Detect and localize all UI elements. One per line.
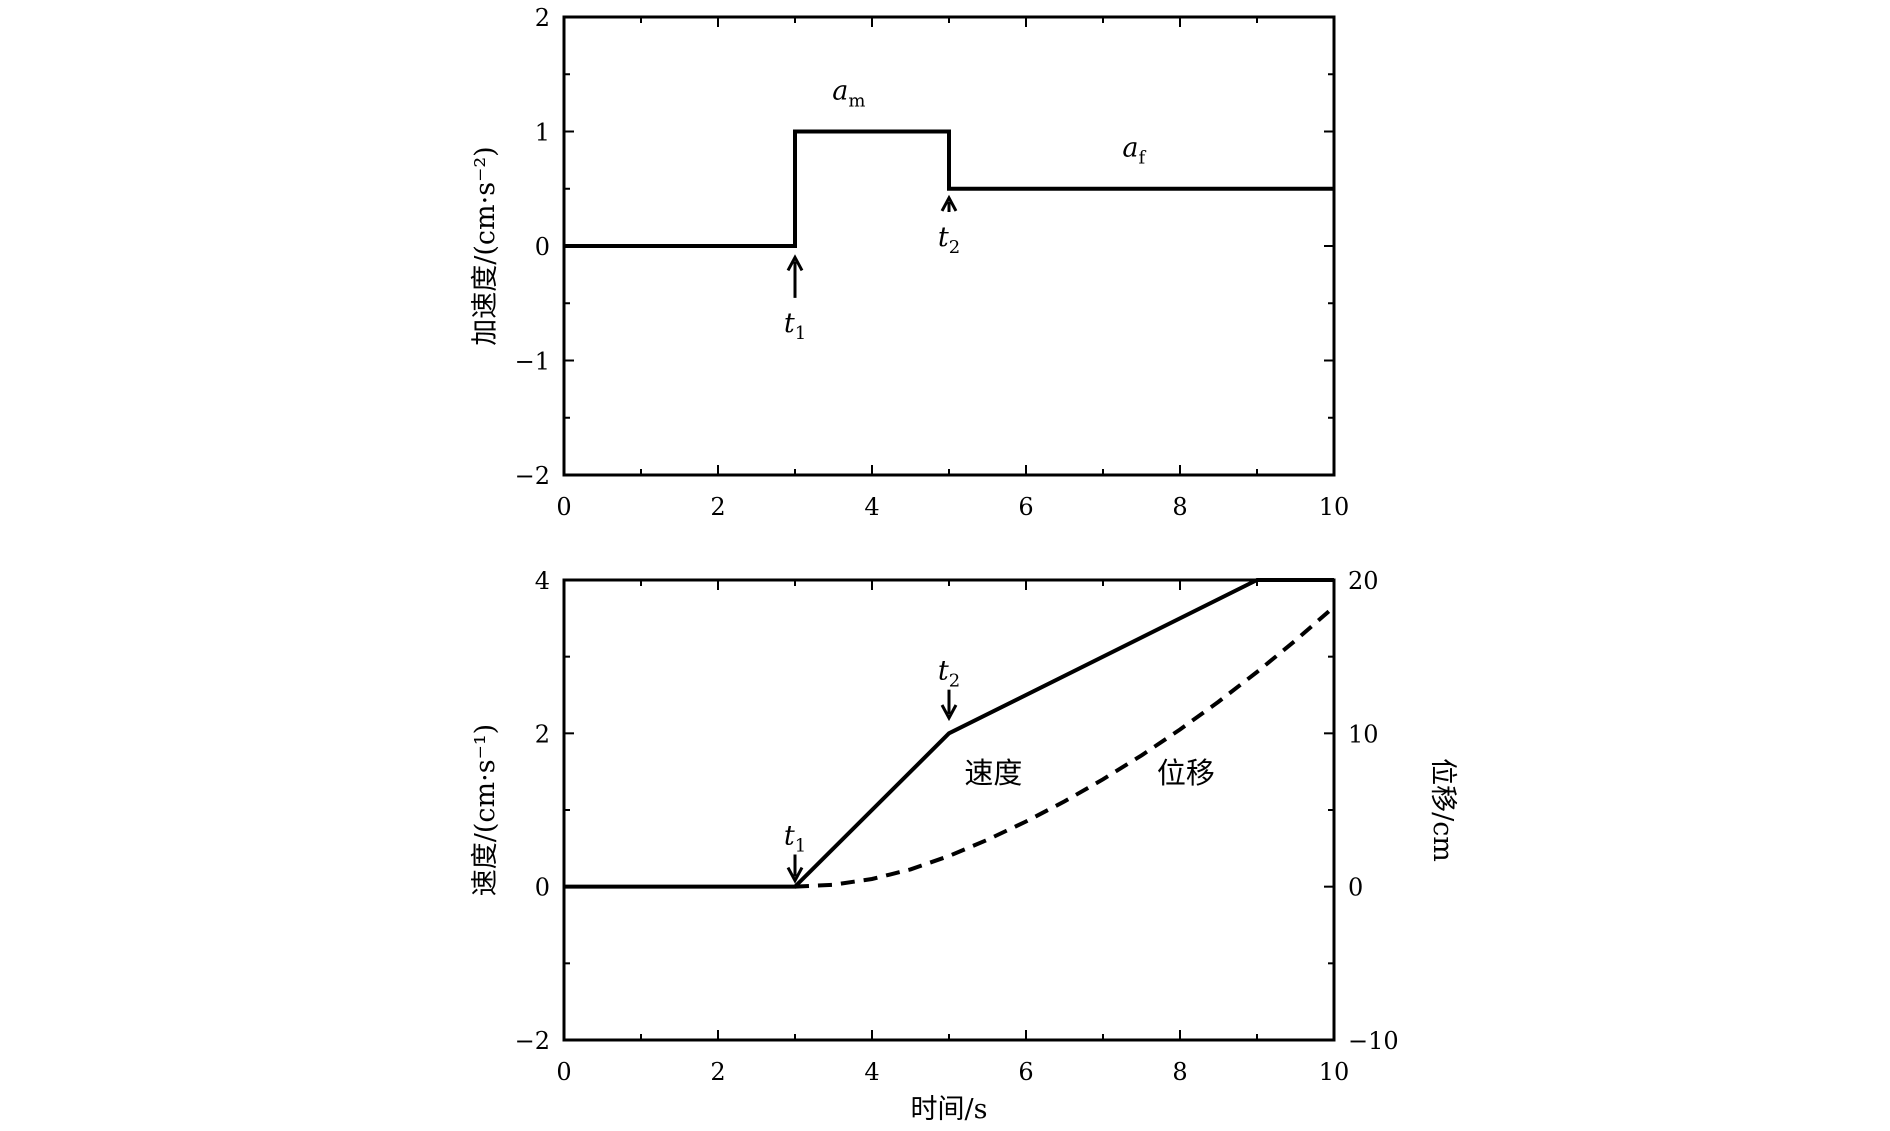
x-tick-label: 0 <box>556 1058 571 1086</box>
annotation-arrow-head <box>786 254 804 272</box>
y-tick-label: 2 <box>535 720 550 748</box>
x-tick-label: 2 <box>710 493 725 521</box>
x-tick-label: 10 <box>1319 1058 1350 1086</box>
annotation-arrow-head <box>940 704 958 722</box>
plot-frame <box>562 578 1336 1042</box>
annotation-subscript: m <box>848 90 865 111</box>
y-tick-label: 2 <box>535 4 550 32</box>
series-line-速度 <box>564 578 1334 889</box>
y2-tick-label: 0 <box>1348 874 1363 902</box>
x-tick-label: 4 <box>864 493 879 521</box>
annotation-arrow-head <box>940 194 958 212</box>
annotation-t2: t2 <box>938 656 960 692</box>
annotation-symbol: t <box>938 222 949 253</box>
annotation-symbol: t <box>938 656 949 687</box>
x-tick-label: 10 <box>1319 493 1350 521</box>
annotation-symbol: a <box>1122 133 1138 164</box>
annotation-t1: t1 <box>784 821 806 857</box>
annotation-symbol: a <box>832 75 848 106</box>
y-tick-label: −2 <box>515 1027 550 1055</box>
annotation-t2: t2 <box>938 222 960 258</box>
y2-tick-label: 20 <box>1348 567 1379 595</box>
series-label: 速度 <box>964 756 1022 790</box>
series-line-位移 <box>794 605 1336 889</box>
series-line-series-0 <box>564 129 1334 248</box>
x-tick-label: 6 <box>1018 493 1033 521</box>
annotation-subscript: 1 <box>795 836 806 857</box>
annotation-symbol: t <box>784 308 795 339</box>
annotation-subscript: f <box>1139 148 1147 169</box>
annotation-symbol: t <box>784 821 795 852</box>
x-tick-label: 0 <box>556 493 571 521</box>
y-axis-title: 加速度/(cm·s⁻²) <box>470 146 501 345</box>
annotation-af: af <box>1122 133 1146 169</box>
y-axis-title: 速度/(cm·s⁻¹) <box>470 724 501 896</box>
annotation-subscript: 1 <box>795 323 806 344</box>
y-tick-label: 0 <box>535 874 550 902</box>
y-tick-label: −2 <box>515 462 550 490</box>
annotation-arrow-head <box>786 866 804 884</box>
x-tick-label: 8 <box>1172 1058 1187 1086</box>
y-tick-label: −1 <box>515 348 550 376</box>
y2-tick-label: −10 <box>1348 1027 1399 1055</box>
x-axis-title: 时间/s <box>911 1094 988 1125</box>
annotation-t1: t1 <box>784 308 806 344</box>
annotation-subscript: 2 <box>949 237 960 258</box>
annotation-subscript: 2 <box>949 671 960 692</box>
x-tick-label: 8 <box>1172 493 1187 521</box>
y-tick-label: 4 <box>535 567 550 595</box>
x-tick-label: 6 <box>1018 1058 1033 1086</box>
y2-axis-title: 位移/cm <box>1427 758 1458 862</box>
series-label: 位移 <box>1157 756 1215 790</box>
annotation-am: am <box>832 75 865 111</box>
x-tick-label: 4 <box>864 1058 879 1086</box>
y2-tick-label: 10 <box>1348 720 1379 748</box>
y-tick-label: 1 <box>535 119 550 147</box>
x-tick-label: 2 <box>710 1058 725 1086</box>
y-tick-label: 0 <box>535 233 550 261</box>
